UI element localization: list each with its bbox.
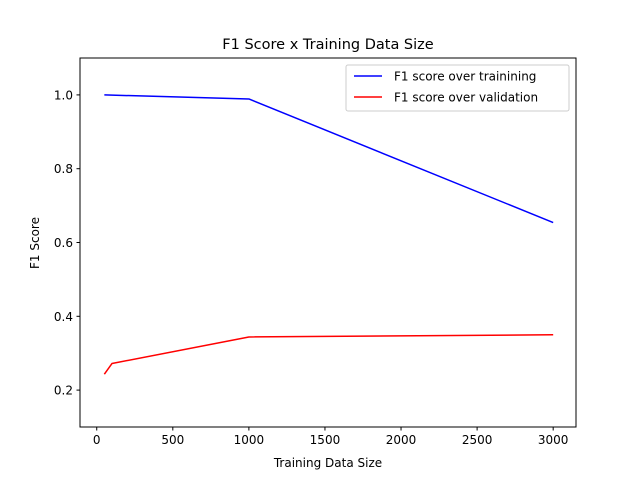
legend: F1 score over trainining F1 score over va… — [345, 64, 570, 112]
y-axis-title: F1 Score — [28, 217, 42, 269]
series-line-1 — [104, 94, 554, 224]
y-tick-label: 0.4 — [54, 310, 73, 324]
x-tick-label: 1500 — [310, 433, 341, 447]
plot-area: 0 500 1000 1500 2000 2500 3000 0.2 0.4 0.6 0.8 1.0 — [54, 57, 577, 447]
chart-title: F1 Score x Training Data Size — [222, 37, 433, 53]
y-tick-label: 0.8 — [54, 162, 73, 176]
x-tick-label: 3000 — [538, 433, 569, 447]
legend-label-2: F1 score over validation — [394, 91, 538, 105]
series-line-2 — [103, 334, 554, 375]
x-tick-label: 0 — [93, 433, 101, 447]
x-tick-label: 1000 — [234, 433, 265, 447]
y-tick-label: 1.0 — [54, 88, 73, 102]
x-axis-title: Training Data Size — [273, 456, 382, 470]
y-tick-label: 0.6 — [54, 236, 73, 250]
legend-label-1: F1 score over trainining — [394, 70, 536, 84]
legend-box — [345, 64, 570, 112]
x-tick-label: 2000 — [386, 433, 417, 447]
x-tick-label: 500 — [161, 433, 184, 447]
x-tick-label: 2500 — [462, 433, 493, 447]
y-tick-label: 0.2 — [54, 384, 73, 398]
